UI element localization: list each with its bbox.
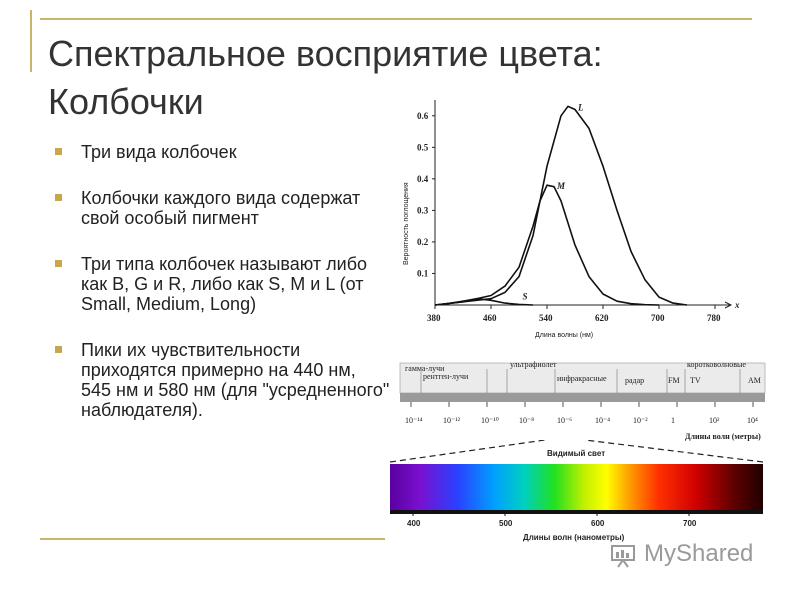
y-tick-label: 0.3 <box>417 205 429 215</box>
chart-axes: x 380 460 540 620 700 780 0.1 0.2 0.3 0.4 0.5 0.6 <box>417 100 740 323</box>
bullet-text: Три типа колбочек называют либо как B, G… <box>81 254 368 314</box>
zoom-line-left <box>389 440 546 463</box>
bullet-item: Пики их чувствительности приходятся прим… <box>55 340 390 420</box>
series-label-M: M <box>556 181 566 191</box>
em-band-label: AM <box>748 376 761 385</box>
x-tick-label: 540 <box>539 313 553 323</box>
x-tick-label: 700 <box>651 313 665 323</box>
watermark: MyShared <box>610 538 770 572</box>
em-scale-label: 10⁻⁸ <box>519 416 534 425</box>
em-band-label: рентген-лучи <box>423 372 469 381</box>
chart-series <box>434 105 688 306</box>
frame-bottom-line <box>40 538 385 540</box>
series-line-L <box>434 105 688 306</box>
y-tick-label: 0.1 <box>417 268 429 278</box>
x-tick-label: 460 <box>483 313 497 323</box>
em-band-label: гамма-лучи <box>405 364 445 373</box>
em-scale-label: 10⁻¹⁰ <box>481 416 499 425</box>
em-scale-label: 10² <box>709 416 720 425</box>
visible-tick-label: 400 <box>407 519 421 528</box>
zoom-line-right <box>584 440 764 463</box>
bullet-item: Колбочки каждого вида содержат свой особ… <box>55 188 390 228</box>
bullet-square-icon <box>55 194 62 201</box>
visible-tick-label: 600 <box>591 519 605 528</box>
em-band-label: FM <box>668 376 680 385</box>
em-band-label: ультрафиолет <box>510 360 557 369</box>
em-unit-label: Длины волн (метры) <box>685 432 761 441</box>
bullet-square-icon <box>55 346 62 353</box>
bullet-item: Три вида колбочек <box>55 142 390 162</box>
cone-absorption-chart: x 380 460 540 620 700 780 0.1 0.2 0.3 0.4 0.5 0.6 Дл… <box>403 100 740 339</box>
series-label-L: L <box>577 102 584 112</box>
frame-top-line <box>40 18 752 20</box>
series-label-S: S <box>523 291 528 301</box>
visible-spectrum-band: Видимый свет 400 500 600 700 Длины волн (на… <box>389 440 764 542</box>
em-scale-label: 10⁻¹⁴ <box>405 416 423 425</box>
slide-title: Спектральное восприятие цвета: Колбочки <box>48 33 603 122</box>
bullet-square-icon <box>55 148 62 155</box>
x-axis-label: Длина волны (нм) <box>535 332 593 339</box>
em-scale-label: 10⁻¹² <box>443 416 461 425</box>
em-scale-bar <box>400 393 765 402</box>
visible-tick-label: 500 <box>499 519 513 528</box>
em-band-label: инфракрасные <box>557 374 607 383</box>
watermark-text: MyShared <box>644 540 754 567</box>
bullet-text: Колбочки каждого вида содержат свой особ… <box>81 188 361 228</box>
visible-unit-label: Длины волн (нанометры) <box>523 533 625 542</box>
em-scale-labels: 10⁻¹⁴ 10⁻¹² 10⁻¹⁰ 10⁻⁸ 10⁻⁶ 10⁻⁴ 10⁻² 1 10² 10⁴ <box>405 402 758 425</box>
em-band-label: TV <box>690 376 701 385</box>
visible-gradient <box>390 464 763 510</box>
em-scale-label: 10⁻⁶ <box>557 416 572 425</box>
bullet-list: Три вида колбочек Колбочки каждого вида … <box>55 142 390 446</box>
visible-scale-bar <box>390 510 763 514</box>
x-axis-symbol: x <box>734 300 740 310</box>
series-line-M <box>434 184 660 306</box>
x-tick-label: 620 <box>595 313 609 323</box>
em-scale-label: 10⁴ <box>747 416 758 425</box>
em-scale-label: 1 <box>671 416 675 425</box>
y-tick-label: 0.2 <box>417 237 429 247</box>
y-tick-label: 0.6 <box>417 111 429 121</box>
y-tick-label: 0.4 <box>417 174 429 184</box>
y-tick-label: 0.5 <box>417 142 429 152</box>
x-axis-arrow-icon <box>724 301 733 309</box>
y-axis-label: Вероятность поглощения <box>403 182 410 265</box>
presentation-board-icon <box>611 545 635 568</box>
bullet-text: Три вида колбочек <box>81 142 237 162</box>
bullet-square-icon <box>55 260 62 267</box>
x-tick-label: 780 <box>707 313 721 323</box>
em-band-label: радар <box>625 376 644 385</box>
em-scale-label: 10⁻² <box>633 416 648 425</box>
frame-left-line <box>30 10 32 72</box>
bullet-item: Три типа колбочек называют либо как B, G… <box>55 254 390 314</box>
visible-ticks: 400 500 600 700 <box>407 510 697 528</box>
visible-tick-label: 700 <box>683 519 697 528</box>
em-scale-label: 10⁻⁴ <box>595 416 610 425</box>
bullet-text: Пики их чувствительности приходятся прим… <box>81 340 390 420</box>
chart-labels: Длина волны (нм) Вероятность поглощения S M… <box>403 102 593 339</box>
x-tick-label: 380 <box>427 313 441 323</box>
visible-title: Видимый свет <box>547 449 605 458</box>
em-band-label: коротковолновые <box>687 360 746 369</box>
